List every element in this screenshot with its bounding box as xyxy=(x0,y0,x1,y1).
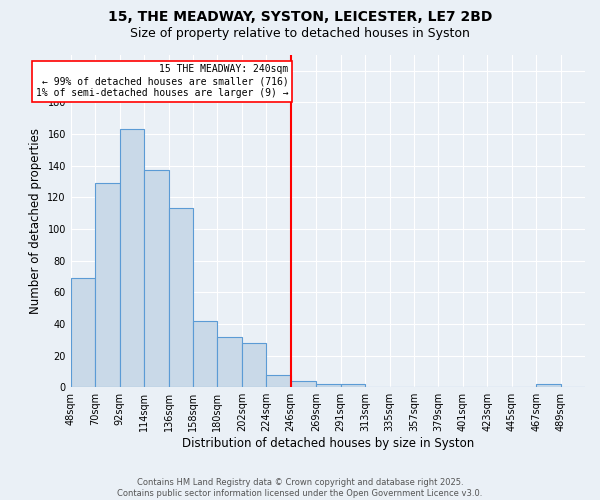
Bar xyxy=(341,384,365,387)
Bar xyxy=(316,384,341,387)
Text: Size of property relative to detached houses in Syston: Size of property relative to detached ho… xyxy=(130,28,470,40)
Bar xyxy=(144,170,169,387)
Y-axis label: Number of detached properties: Number of detached properties xyxy=(29,128,42,314)
X-axis label: Distribution of detached houses by size in Syston: Distribution of detached houses by size … xyxy=(182,437,474,450)
Bar xyxy=(290,381,316,387)
Bar xyxy=(95,183,119,387)
Bar xyxy=(169,208,193,387)
Bar xyxy=(242,343,266,387)
Bar xyxy=(266,374,290,387)
Bar xyxy=(119,130,144,387)
Bar xyxy=(193,321,217,387)
Text: Contains HM Land Registry data © Crown copyright and database right 2025.
Contai: Contains HM Land Registry data © Crown c… xyxy=(118,478,482,498)
Bar xyxy=(217,336,242,387)
Bar xyxy=(71,278,95,387)
Text: 15, THE MEADWAY, SYSTON, LEICESTER, LE7 2BD: 15, THE MEADWAY, SYSTON, LEICESTER, LE7 … xyxy=(108,10,492,24)
Text: 15 THE MEADWAY: 240sqm
← 99% of detached houses are smaller (716)
1% of semi-det: 15 THE MEADWAY: 240sqm ← 99% of detached… xyxy=(36,64,289,98)
Bar xyxy=(536,384,560,387)
